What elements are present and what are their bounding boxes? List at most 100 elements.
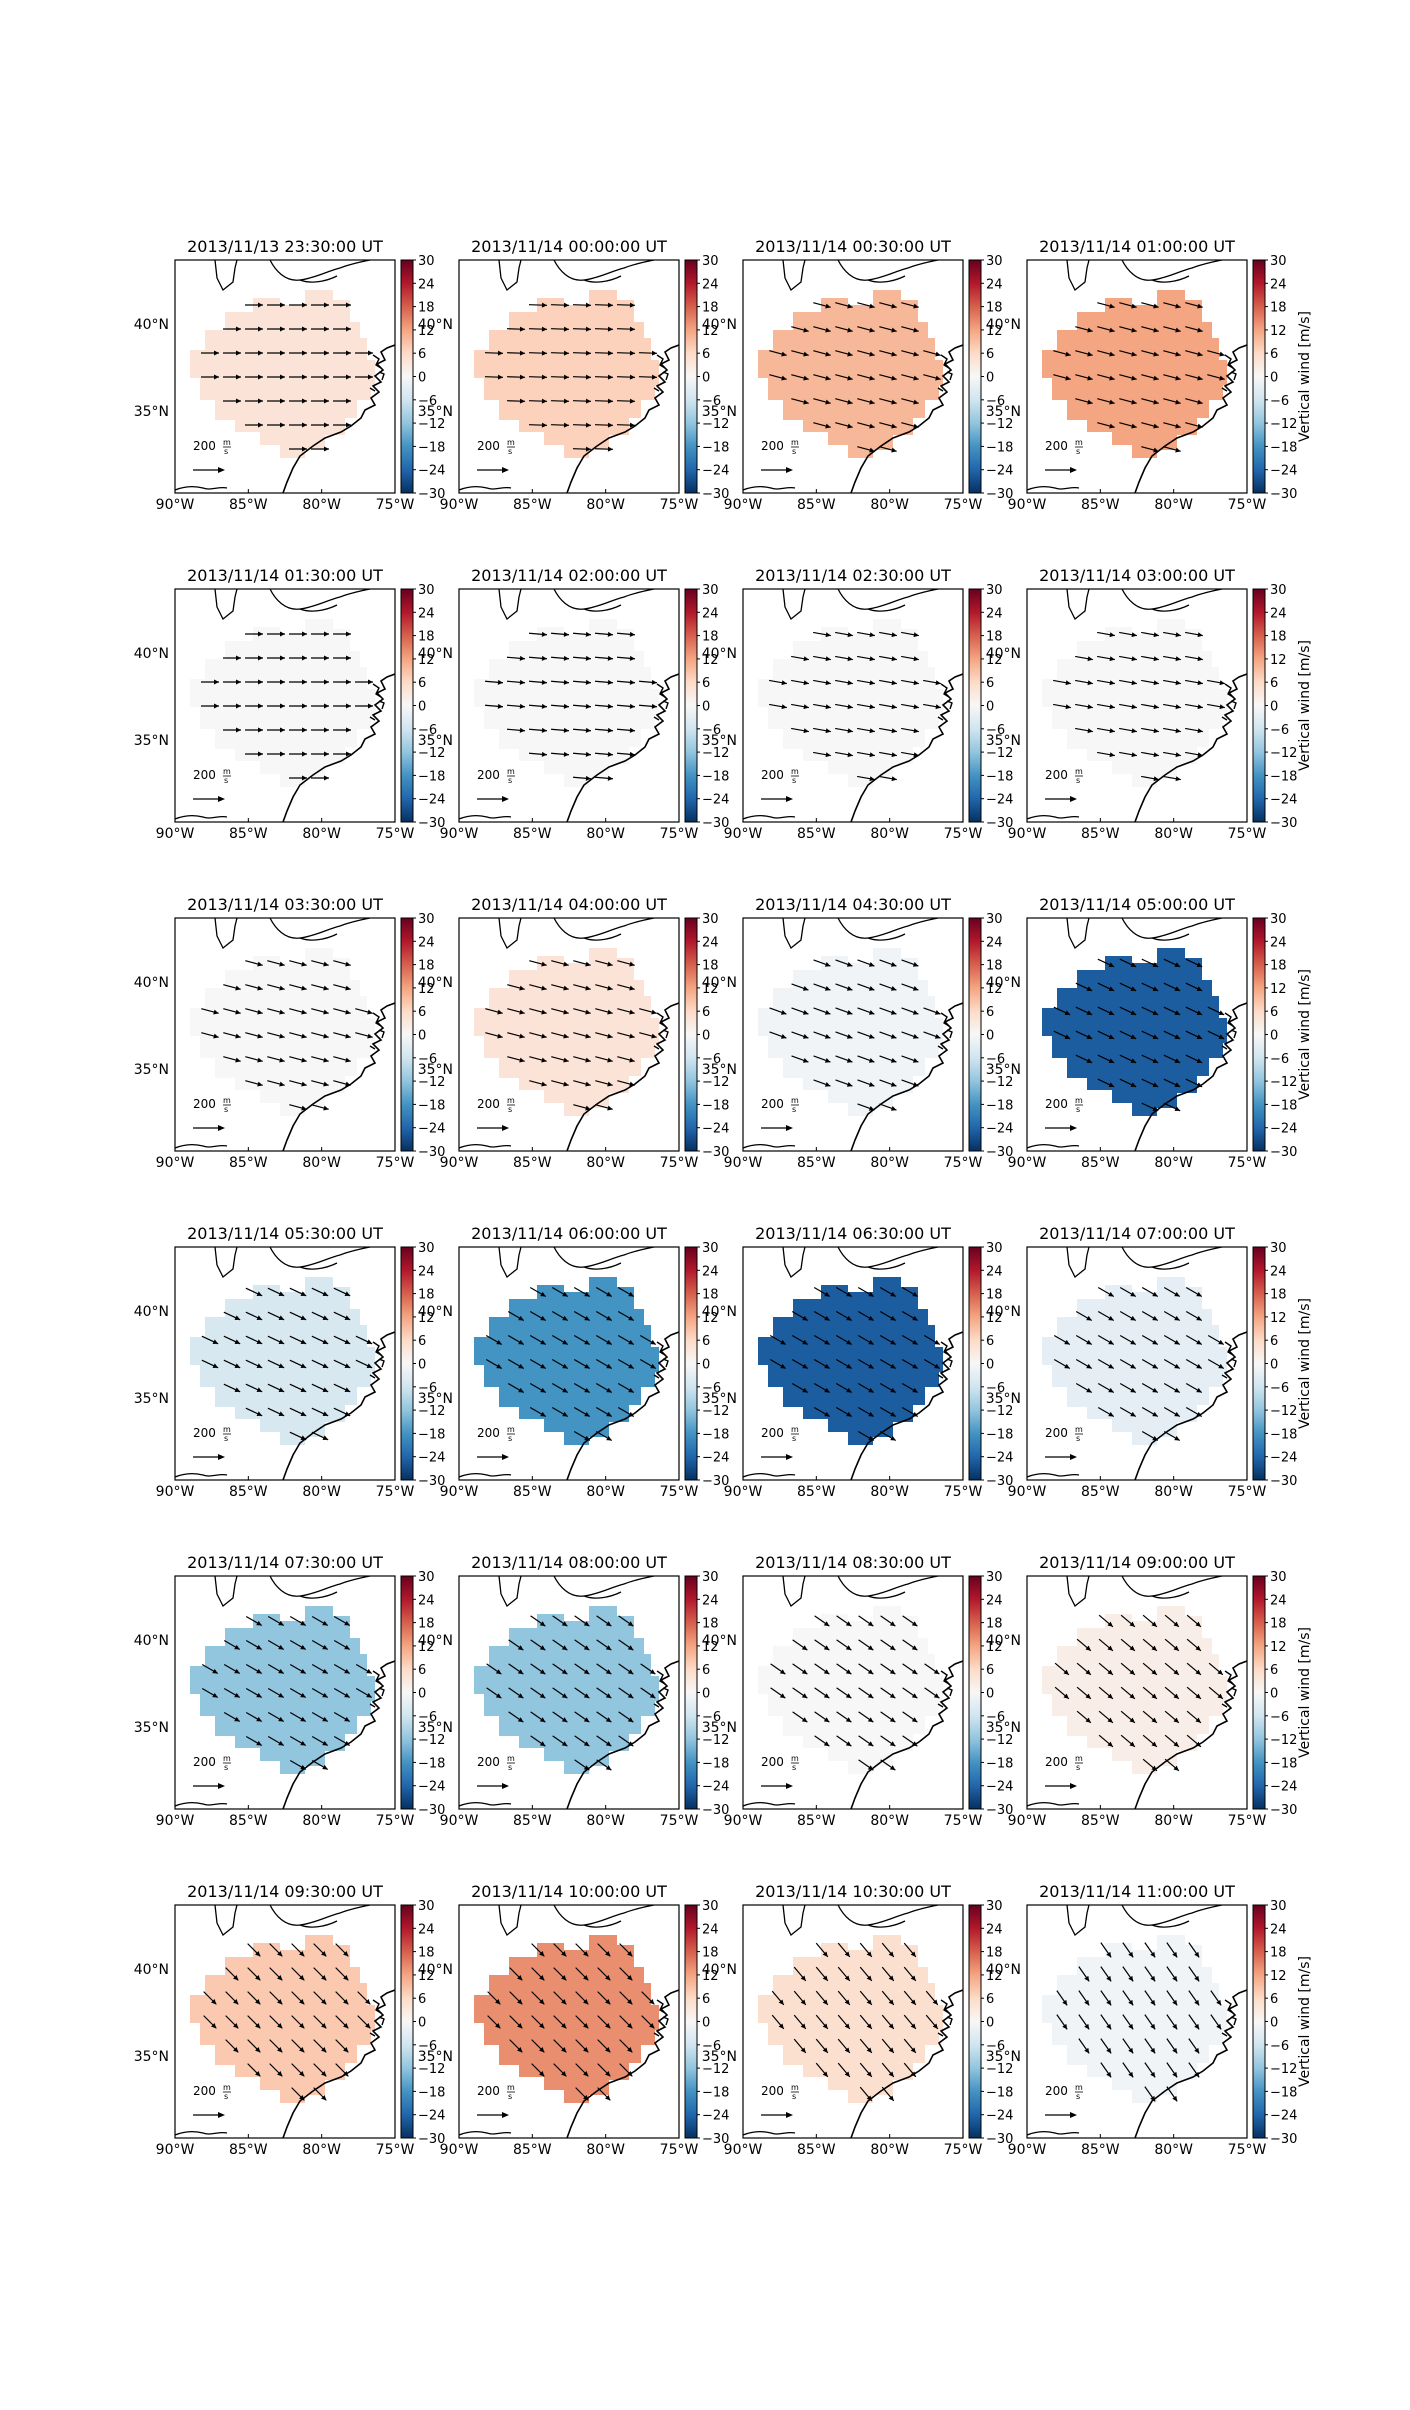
map-panel: 2013/11/14 11:00:00 UT 200 ms 90°W 85°W 80°W 7… <box>986 1882 1313 2158</box>
wind-arrow <box>837 2014 851 2030</box>
wind-arrow <box>923 679 941 686</box>
wind-arrow <box>791 398 809 405</box>
wind-arrow <box>223 727 241 733</box>
wind-arrow <box>1163 631 1181 638</box>
wind-arrow <box>572 326 592 332</box>
wind-arrow <box>1053 703 1071 710</box>
wind-arrow <box>550 374 570 380</box>
wind-arrow <box>333 984 351 991</box>
colorbar-tick-label: 0 <box>418 1358 426 1373</box>
wind-arrow <box>267 1032 285 1039</box>
wind-arrow <box>574 1711 590 1723</box>
wind-arrow <box>528 655 548 661</box>
wind-arrow <box>311 398 329 404</box>
wind-arrow <box>572 631 592 637</box>
x-tick-label: 90°W <box>440 497 479 513</box>
wind-arrow <box>837 2038 851 2054</box>
wind-arrow <box>530 1639 546 1651</box>
wind-arrow <box>267 751 285 757</box>
wind-arrow <box>1163 446 1181 453</box>
colorbar-tick-label: 6 <box>702 1663 710 1678</box>
wind-arrow <box>245 1383 263 1393</box>
wind-arrow <box>813 1358 831 1370</box>
wind-arrow <box>770 1687 786 1699</box>
scale-unit-num: m <box>1075 2083 1083 2092</box>
wind-arrow <box>551 1358 569 1370</box>
wind-arrow <box>572 655 592 661</box>
y-tick-label: 35°N <box>702 404 737 420</box>
x-tick-label: 90°W <box>440 1813 479 1829</box>
wind-arrow <box>1208 1662 1224 1676</box>
wind-arrow <box>289 1735 307 1747</box>
wind-arrow <box>573 1382 591 1394</box>
wind-arrow <box>311 302 329 308</box>
x-tick-label: 85°W <box>229 2142 268 2158</box>
wind-arrow <box>269 2063 283 2077</box>
wind-arrow <box>574 1639 590 1651</box>
scale-arrow <box>761 796 793 802</box>
wind-arrow <box>596 1615 612 1627</box>
axes-frame <box>1026 917 1248 1152</box>
wind-arrow <box>813 1334 831 1346</box>
wind-arrow <box>289 1008 307 1015</box>
scale-label: 200 <box>193 2084 216 2098</box>
scale-label: 200 <box>1045 439 1068 453</box>
wind-arrow <box>1119 350 1137 357</box>
wind-arrow <box>245 1407 263 1417</box>
scale-unit-num: m <box>507 767 515 776</box>
wind-arrow <box>880 1639 896 1651</box>
colorbar-tick-label: 12 <box>702 982 719 997</box>
wind-arrow <box>551 1286 569 1298</box>
colorbar-tick-label: −24 <box>702 793 729 808</box>
wind-arrow <box>1097 631 1115 638</box>
wind-arrow <box>595 1286 613 1298</box>
wind-arrow <box>857 631 875 638</box>
wind-arrow <box>835 631 853 638</box>
x-tick-label: 75°W <box>1228 826 1267 842</box>
wind-arrow <box>901 1286 919 1298</box>
wind-arrow <box>769 350 787 357</box>
x-tick-label: 80°W <box>302 2142 341 2158</box>
wind-arrow <box>791 374 809 381</box>
wind-arrow <box>814 1687 830 1699</box>
wind-arrow <box>594 350 614 356</box>
x-tick-label: 75°W <box>376 1155 415 1171</box>
x-tick-label: 85°W <box>229 826 268 842</box>
wind-arrow <box>1119 1006 1137 1016</box>
wind-arrow <box>1120 1734 1136 1748</box>
wind-arrow <box>879 679 897 686</box>
wind-arrow <box>835 1031 853 1039</box>
x-tick-label: 75°W <box>660 1813 699 1829</box>
wind-arrow <box>879 1358 897 1370</box>
x-tick-label: 85°W <box>513 1155 552 1171</box>
scale-unit-num: m <box>507 438 515 447</box>
wind-arrow <box>594 655 614 661</box>
panel-title: 2013/11/14 04:30:00 UT <box>755 895 951 914</box>
panel-title: 2013/11/14 08:00:00 UT <box>471 1553 667 1572</box>
wind-arrow <box>245 1008 263 1015</box>
wind-arrow <box>1185 302 1203 309</box>
scale-unit-num: m <box>223 1096 231 1105</box>
wind-arrow <box>1075 1358 1093 1370</box>
x-tick-label: 90°W <box>440 2142 479 2158</box>
scale-arrow <box>477 1125 509 1131</box>
wind-arrow <box>486 1687 502 1699</box>
colorbar-tick-label: 30 <box>1270 254 1287 269</box>
wind-arrow <box>550 679 570 685</box>
colorbar-tick-label: −6 <box>702 2039 721 2054</box>
wind-arrow <box>815 2038 829 2054</box>
scale-unit-num: m <box>791 1754 799 1763</box>
wind-arrow <box>311 631 329 637</box>
wind-arrow <box>835 1055 853 1063</box>
wind-arrow <box>528 751 548 757</box>
wind-arrow <box>879 422 897 429</box>
x-tick-label: 85°W <box>229 1813 268 1829</box>
colorbar-tick-label: −30 <box>702 1474 729 1489</box>
wind-arrow <box>484 374 504 380</box>
wind-arrow <box>1163 775 1181 782</box>
colorbar-tick-label: −6 <box>1270 1710 1289 1725</box>
colorbar-tick-label: 0 <box>1270 700 1278 715</box>
scale-unit-den: s <box>1076 1763 1080 1772</box>
wind-arrow <box>572 302 592 308</box>
